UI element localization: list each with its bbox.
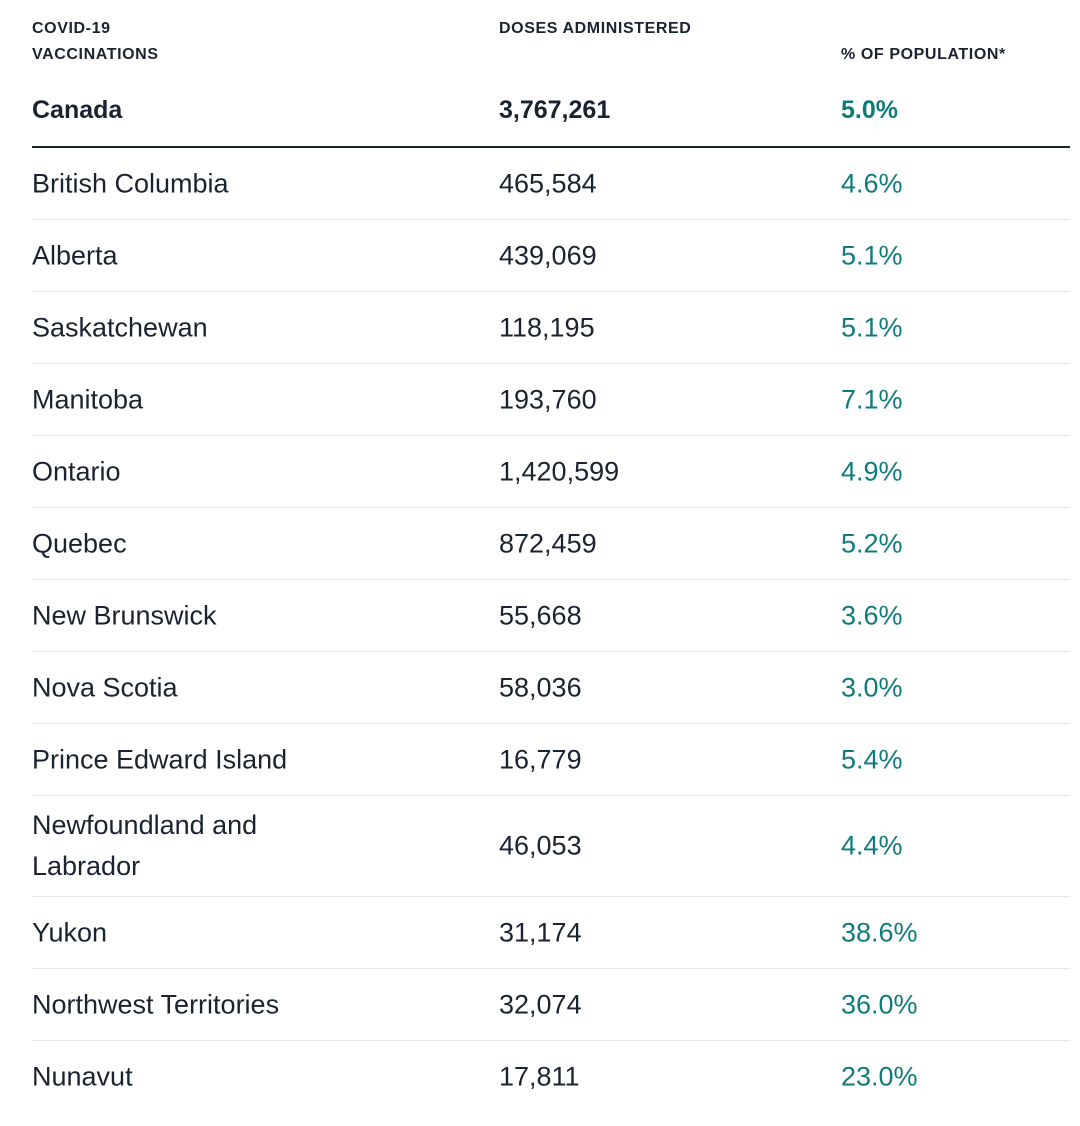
table-row: New Brunswick 55,668 3.6% (32, 580, 1070, 652)
row-region: Prince Edward Island (32, 744, 288, 774)
row-doses: 1,420,599 (499, 456, 620, 486)
row-region: Northwest Territories (32, 989, 280, 1019)
row-region: British Columbia (32, 168, 229, 198)
row-region: Alberta (32, 240, 118, 270)
row-doses: 872,459 (499, 528, 597, 558)
row-doses: 439,069 (499, 240, 597, 270)
total-doses: 3,767,261 (499, 96, 611, 124)
table-row: Manitoba 193,760 7.1% (32, 364, 1070, 436)
row-region: New Brunswick (32, 600, 217, 630)
row-region: Saskatchewan (32, 312, 208, 342)
row-percent: 23.0% (841, 1061, 918, 1091)
table-row: Northwest Territories 32,074 36.0% (32, 969, 1070, 1041)
table-header: COVID-19 VACCINATIONS DOSES ADMINISTERED… (32, 0, 1070, 80)
row-doses: 193,760 (499, 384, 597, 414)
row-doses: 55,668 (499, 600, 582, 630)
row-percent: 7.1% (841, 384, 903, 414)
table-row: Newfoundland and Labrador 46,053 4.4% (32, 796, 1070, 897)
row-region: Manitoba (32, 384, 144, 414)
table-row: Alberta 439,069 5.1% (32, 220, 1070, 292)
row-region: Quebec (32, 528, 127, 558)
header-percent: % OF POPULATION* (841, 46, 1006, 63)
row-region: Ontario (32, 456, 121, 486)
row-doses: 17,811 (499, 1061, 580, 1091)
row-region: Nova Scotia (32, 672, 178, 702)
row-percent: 4.4% (841, 830, 903, 861)
row-percent: 4.9% (841, 456, 903, 486)
row-doses: 46,053 (499, 830, 582, 861)
row-doses: 31,174 (499, 917, 582, 947)
table-row: Ontario 1,420,599 4.9% (32, 436, 1070, 508)
row-percent: 5.2% (841, 528, 903, 558)
row-percent: 4.6% (841, 168, 903, 198)
row-percent: 5.1% (841, 312, 903, 342)
row-percent: 3.6% (841, 600, 903, 630)
table-row: Saskatchewan 118,195 5.1% (32, 292, 1070, 364)
row-percent: 5.4% (841, 744, 903, 774)
table-row: British Columbia 465,584 4.6% (32, 148, 1070, 220)
row-doses: 16,779 (499, 744, 582, 774)
row-doses: 465,584 (499, 168, 597, 198)
header-doses: DOSES ADMINISTERED (499, 20, 692, 37)
row-percent: 36.0% (841, 989, 918, 1019)
header-region: COVID-19 VACCINATIONS (32, 20, 159, 63)
row-doses: 32,074 (499, 989, 582, 1019)
row-percent: 3.0% (841, 672, 903, 702)
row-percent: 5.1% (841, 240, 903, 270)
row-region: Yukon (32, 917, 108, 947)
row-doses: 118,195 (499, 312, 595, 342)
row-region: Newfoundland and Labrador (32, 810, 258, 881)
row-doses: 58,036 (499, 672, 582, 702)
total-row: Canada 3,767,261 5.0% (32, 80, 1070, 148)
table-row: Prince Edward Island 16,779 5.4% (32, 724, 1070, 796)
row-percent: 38.6% (841, 917, 918, 947)
table-row: Nova Scotia 58,036 3.0% (32, 652, 1070, 724)
vaccination-table: COVID-19 VACCINATIONS DOSES ADMINISTERED… (32, 0, 1070, 1112)
table-row: Quebec 872,459 5.2% (32, 508, 1070, 580)
total-percent: 5.0% (841, 96, 898, 124)
table-row: Yukon 31,174 38.6% (32, 897, 1070, 969)
table-row: Nunavut 17,811 23.0% (32, 1041, 1070, 1112)
row-region: Nunavut (32, 1061, 133, 1091)
total-region: Canada (32, 96, 123, 124)
